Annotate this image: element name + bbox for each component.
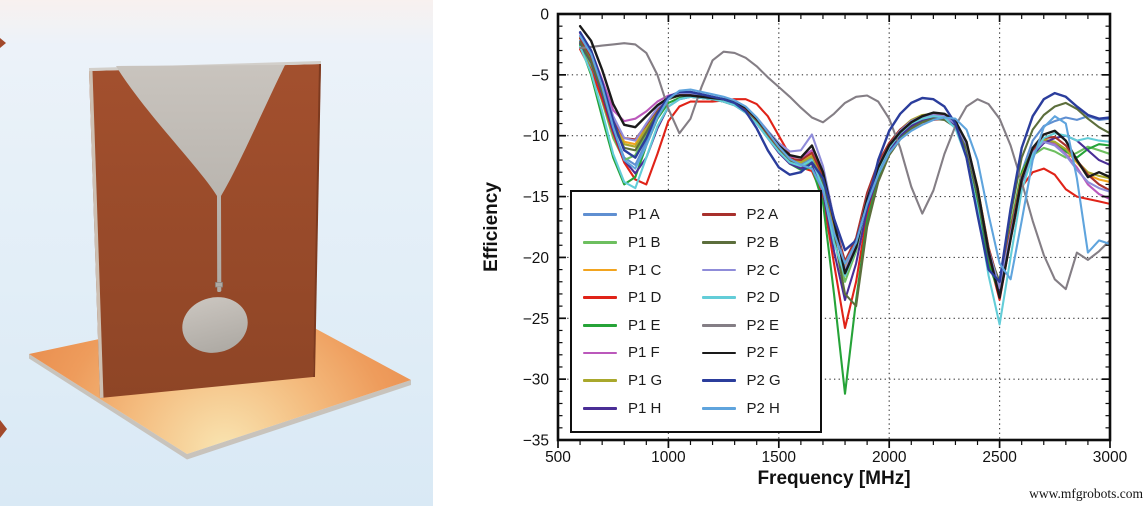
legend-swatch bbox=[701, 323, 736, 327]
legend-label: P1 G bbox=[628, 372, 663, 390]
x-tick-label: 500 bbox=[545, 449, 571, 466]
legend-item-p2h: P2 H bbox=[701, 394, 821, 422]
y-tick-label: −20 bbox=[523, 250, 550, 267]
antenna-board bbox=[89, 64, 321, 398]
legend-label: P1 A bbox=[628, 206, 660, 224]
legend-swatch bbox=[583, 268, 617, 272]
legend-item-p2g: P2 G bbox=[701, 367, 821, 395]
x-tick-label: 1000 bbox=[651, 449, 686, 466]
chart-legend: P1 A P1 B P1 C P1 D P1 E P1 F P1 G P1 H P2 A P2 B… bbox=[570, 190, 822, 433]
watermark-text: www.mfgrobots.com bbox=[1029, 486, 1143, 501]
legend-item-p2b: P2 B bbox=[701, 229, 821, 257]
legend-swatch bbox=[583, 323, 617, 327]
series-p2h bbox=[579, 34, 1110, 281]
legend-swatch bbox=[583, 241, 617, 244]
series-p1e bbox=[579, 43, 1110, 395]
legend-label: P2 F bbox=[746, 344, 779, 362]
legend-swatch bbox=[583, 379, 617, 382]
board-left-bevel bbox=[89, 70, 104, 399]
legend-swatch bbox=[701, 406, 736, 410]
legend-label: P1 D bbox=[628, 289, 662, 307]
legend-label: P2 D bbox=[746, 289, 780, 307]
y-tick-label: −5 bbox=[531, 67, 549, 84]
legend-item-p1f: P1 F bbox=[583, 339, 702, 367]
legend-label: P2 C bbox=[746, 261, 780, 279]
legend-item-p2c: P2 C bbox=[701, 256, 821, 284]
legend-item-p1b: P1 B bbox=[583, 229, 702, 257]
y-tick-label: −10 bbox=[523, 128, 550, 145]
legend-swatch bbox=[701, 296, 736, 300]
legend-item-p1h: P1 H bbox=[583, 394, 702, 422]
legend-label: P2 A bbox=[746, 206, 779, 224]
legend-swatch bbox=[583, 351, 617, 355]
legend-label: P1 E bbox=[628, 316, 661, 334]
legend-swatch bbox=[701, 241, 736, 244]
legend-label: P2 B bbox=[746, 233, 780, 251]
x-tick-label: 2000 bbox=[872, 449, 907, 466]
legend-label: P2 H bbox=[746, 399, 780, 417]
y-tick-label: −30 bbox=[523, 372, 550, 389]
antenna-figure bbox=[0, 0, 433, 506]
legend-item-p2f: P2 F bbox=[701, 339, 821, 367]
legend-swatch bbox=[583, 213, 617, 217]
legend-label: P1 F bbox=[628, 344, 660, 362]
x-axis-label: Frequency [MHz] bbox=[757, 468, 910, 489]
ground-plane-thickness bbox=[29, 354, 411, 460]
legend-swatch bbox=[583, 296, 617, 300]
y-tick-label: 0 bbox=[540, 7, 549, 24]
legend-swatch bbox=[701, 268, 736, 272]
x-tick-label: 1500 bbox=[762, 449, 797, 466]
board-right-bevel bbox=[313, 64, 321, 377]
legend-item-p2a: P2 A bbox=[701, 201, 821, 229]
y-axis-label: Efficiency bbox=[481, 182, 502, 272]
edge-sliver-bottom bbox=[0, 420, 7, 438]
legend-label: P2 E bbox=[746, 316, 780, 334]
legend-item-p2d: P2 D bbox=[701, 284, 821, 312]
legend-label: P1 C bbox=[628, 261, 662, 279]
legend-label: P2 G bbox=[746, 372, 781, 390]
legend-swatch bbox=[701, 379, 736, 382]
legend-label: P1 H bbox=[628, 399, 662, 417]
legend-label: P1 B bbox=[628, 233, 661, 251]
x-tick-label: 3000 bbox=[1093, 449, 1128, 466]
plot-frame bbox=[556, 12, 1112, 442]
y-tick-label: −15 bbox=[523, 189, 549, 206]
legend-item-p1d: P1 D bbox=[583, 284, 702, 312]
y-tick-label: −25 bbox=[523, 311, 549, 328]
legend-swatch bbox=[701, 351, 736, 355]
y-tick-label: −35 bbox=[523, 433, 549, 450]
edge-sliver-top bbox=[0, 38, 6, 48]
legend-item-p2e: P2 E bbox=[701, 312, 821, 340]
x-tick-label: 2500 bbox=[982, 449, 1017, 466]
legend-swatch bbox=[701, 213, 736, 217]
legend-item-p1a: P1 A bbox=[583, 201, 702, 229]
feed-stub bbox=[217, 287, 221, 292]
feed-pad-ellipse bbox=[182, 297, 248, 353]
legend-item-p1e: P1 E bbox=[583, 312, 702, 340]
taper-metal bbox=[116, 65, 285, 291]
legend-item-p1c: P1 C bbox=[583, 256, 702, 284]
legend-swatch bbox=[583, 406, 617, 410]
legend-item-p1g: P1 G bbox=[583, 367, 702, 395]
series-p2g bbox=[578, 31, 1110, 283]
